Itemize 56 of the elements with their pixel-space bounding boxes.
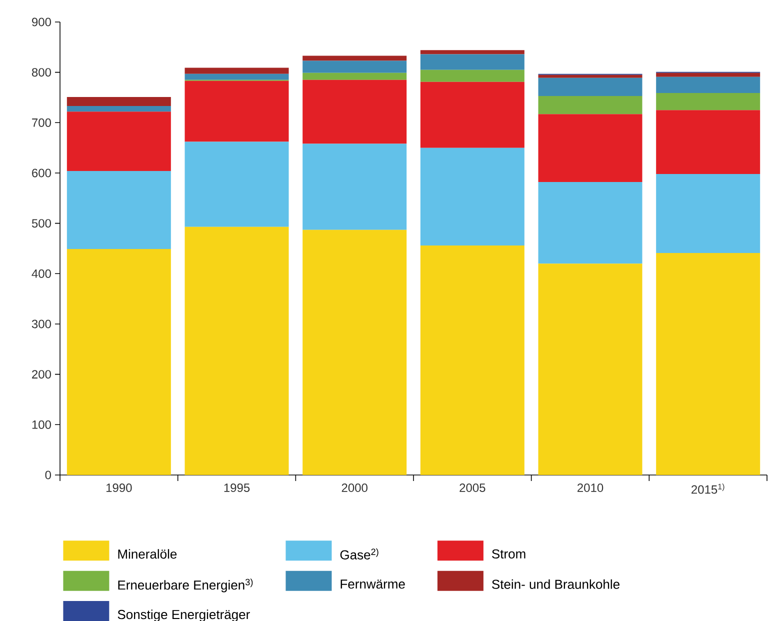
x-tick-label: 2005 — [460, 484, 486, 492]
bar — [184, 142, 289, 227]
bar — [302, 144, 407, 230]
x-tick-label: 2015$^{1)}$ — [692, 484, 724, 494]
bar — [420, 70, 524, 82]
y-tick-label: 300 — [32, 320, 52, 328]
bar — [302, 80, 407, 144]
bar — [66, 249, 171, 475]
bar — [184, 80, 289, 142]
bar — [66, 106, 171, 112]
bar — [656, 110, 760, 174]
legend-label: Fernwärme — [340, 580, 405, 589]
bar — [420, 245, 524, 475]
bar — [538, 78, 642, 96]
bar — [538, 74, 642, 78]
bar — [538, 264, 642, 475]
legend-label: Stein- und Braunkohle — [492, 579, 620, 589]
bar — [538, 182, 642, 264]
bar — [420, 54, 524, 70]
bar — [302, 72, 407, 80]
legend-label: Gase$^{2)}$ — [340, 548, 378, 560]
legend-label: Erneuerbare Energien$^{3)}$ — [118, 578, 253, 592]
bar — [184, 74, 289, 80]
bar — [302, 60, 407, 73]
bar — [538, 114, 642, 182]
x-tick-label: 1995 — [224, 484, 250, 492]
bar — [420, 148, 524, 246]
bar — [302, 56, 407, 61]
legend-label: Strom — [492, 549, 526, 559]
x-tick-label: 1990 — [106, 484, 132, 492]
y-tick-label: 600 — [32, 168, 52, 178]
x-tick-label: 2010 — [578, 484, 604, 492]
bar — [656, 72, 760, 77]
y-tick-label: 500 — [32, 219, 52, 228]
bar — [656, 174, 760, 254]
bar — [656, 253, 760, 475]
x-tick-label: 2000 — [342, 484, 368, 492]
bar — [184, 226, 289, 475]
y-tick-label: 200 — [32, 370, 52, 379]
bar — [538, 96, 642, 114]
y-tick-label: 0 — [45, 470, 52, 480]
bar — [66, 112, 171, 171]
bar — [656, 76, 760, 93]
bar — [66, 96, 171, 106]
y-tick-label: 900 — [32, 18, 52, 26]
y-tick-label: 800 — [32, 68, 52, 77]
y-tick-label: 400 — [32, 269, 52, 278]
y-tick-label: 100 — [32, 420, 52, 429]
bar — [420, 50, 524, 54]
legend-label: Mineralöle — [118, 549, 177, 559]
bar — [420, 82, 524, 148]
bar — [66, 170, 171, 249]
bar — [656, 92, 760, 110]
y-tick-label: 700 — [32, 118, 52, 127]
bar — [184, 68, 289, 74]
bar — [302, 230, 407, 475]
